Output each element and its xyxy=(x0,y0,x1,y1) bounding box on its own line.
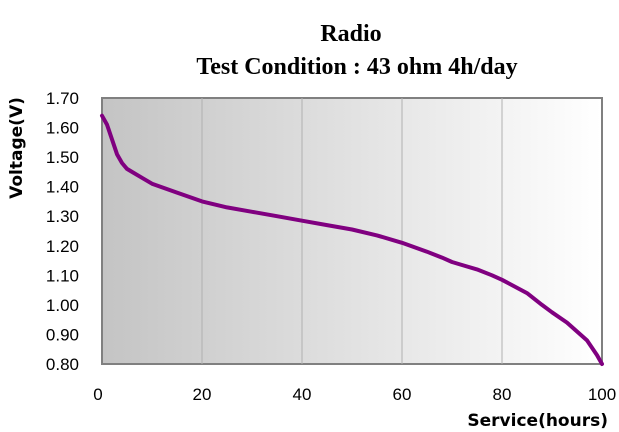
y-tick-label: 1.40 xyxy=(46,178,79,197)
x-tick-label: 100 xyxy=(588,385,616,404)
y-tick-label: 1.20 xyxy=(46,237,79,256)
x-axis-label: Service(hours) xyxy=(467,411,608,431)
x-tick-label: 20 xyxy=(193,385,212,404)
y-axis-label: Voltage(V) xyxy=(7,97,27,199)
y-tick-label: 1.00 xyxy=(46,296,79,315)
y-tick-label: 1.60 xyxy=(46,119,79,138)
grid-lines xyxy=(201,98,503,364)
y-tick-label: 1.70 xyxy=(46,89,79,108)
y-tick-label: 0.80 xyxy=(46,355,79,374)
y-tick-label: 0.90 xyxy=(46,325,79,344)
x-tick-label: 80 xyxy=(493,385,512,404)
x-tick-label: 60 xyxy=(393,385,412,404)
series-line xyxy=(100,113,604,366)
x-tick-label: 40 xyxy=(293,385,312,404)
chart-subtitle: Test Condition : 43 ohm 4h/day xyxy=(196,54,517,80)
chart-title: Radio xyxy=(320,21,381,47)
y-tick-label: 1.30 xyxy=(46,207,79,226)
x-axis-ticks: 0 20 40 60 80 100 xyxy=(93,385,616,404)
y-tick-label: 1.10 xyxy=(46,266,79,285)
series-layer xyxy=(100,113,604,366)
y-axis-ticks: 1.70 1.60 1.50 1.40 1.30 1.20 1.10 1.00 0.90 0.80 xyxy=(46,89,79,374)
x-tick-label: 0 xyxy=(93,385,102,404)
y-tick-label: 1.50 xyxy=(46,148,79,167)
